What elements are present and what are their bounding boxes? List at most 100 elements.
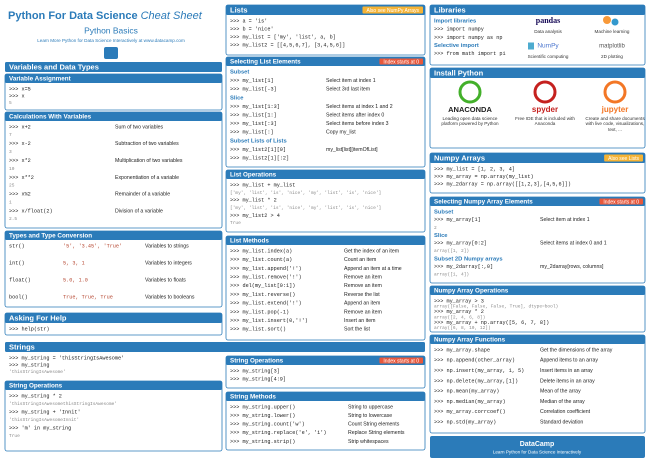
code-line: >>> my_list.index(a): [230, 248, 292, 254]
panel-title: Numpy Array Operations: [434, 288, 509, 295]
code-line: >>> np.std(my_array): [434, 419, 496, 425]
description: Median of the array: [540, 399, 585, 405]
description: Append items to an array: [540, 358, 598, 364]
description: Select items after index 0: [326, 112, 384, 118]
description: Strip whitespaces: [348, 439, 389, 445]
panel-header: [5, 381, 222, 390]
panel-header: [430, 286, 645, 295]
note-badge: [362, 6, 423, 14]
tool-caption-box: Leading open data science platform power…: [441, 116, 499, 127]
description: Subtraction of two variables: [115, 141, 179, 147]
block-subtitle: Selective import: [434, 43, 479, 49]
description: Count String elements: [348, 422, 400, 428]
panel-title: Strings: [9, 342, 35, 351]
code-line: >>> my_string.strip(): [230, 439, 295, 445]
panel-title: String Methods: [230, 394, 276, 401]
tool-icon: [458, 80, 482, 104]
panel-note: Index starts at 0: [603, 199, 639, 205]
code-example: 5.0, 1.0: [63, 277, 88, 283]
description: Variables to strings: [145, 243, 189, 249]
code-line: >>> my_list2[1][0]: [230, 147, 286, 153]
code-line: >>> my_list = ['my', 'list', a, b]: [230, 34, 336, 40]
panel-header: [430, 153, 645, 163]
description: Select items at index 0 and 1: [540, 241, 607, 247]
footer-brand: DataCamp: [520, 441, 555, 448]
code-line: >>> my_array.shape: [434, 347, 490, 353]
panel-title: Types and Type Conversion: [9, 233, 92, 240]
code-line: >>> x: [9, 93, 25, 99]
description: Get the index of an item: [344, 248, 399, 254]
description: my_2darray[rows, columns]: [540, 264, 604, 270]
block-subtitle: Subset 2D Numpy arrays: [434, 256, 503, 262]
code-line: >>> my_string.replace('e', 'i'): [230, 430, 327, 436]
code-line: >>> np.append(other_array): [434, 358, 515, 364]
logo: [104, 47, 118, 59]
panel-note: Index starts at 0: [383, 358, 419, 364]
code-output: 25: [9, 183, 15, 189]
code-example: True, True, True: [63, 294, 113, 300]
code-line: >>> my_array.corrcoef(): [434, 409, 506, 415]
library-logo: NumPy: [537, 43, 559, 50]
code-line: >>> x-2: [9, 141, 31, 147]
code-output: 2: [434, 225, 437, 231]
sklearn-blue: [611, 18, 619, 26]
description: Standard deviation: [540, 419, 583, 425]
description: Exponentiation of a variable: [115, 175, 179, 181]
description: Sum of two variables: [115, 124, 164, 130]
code-output: True: [230, 220, 241, 226]
code-line: >>> np.mean(my_array): [434, 389, 499, 395]
description: Remove an item: [344, 274, 382, 280]
code-line: >>> x=5: [9, 86, 31, 92]
code-line: >>> my_list * 2: [230, 198, 277, 204]
tool-caption: Create and share documents with live cod…: [585, 116, 645, 132]
code-output: ['my', 'list', 'is', 'nice', 'my', 'list…: [230, 205, 381, 211]
code-line: >>> my_string = 'thisStringIsAwesome': [9, 355, 124, 361]
panel-note: Also see NumPy Arrays: [366, 8, 419, 14]
code-line: >>> my_2darray = np.array([[1,2,3],[4,5,…: [434, 182, 571, 188]
panel-header: [226, 57, 425, 66]
description: Count an item: [344, 257, 376, 263]
code-line: >>> np.insert(my_array, 1, 5): [434, 368, 524, 374]
title-emphasis: Cheat Sheet: [141, 10, 203, 22]
panel-header: [226, 236, 425, 245]
code-line: int(): [9, 260, 25, 266]
panel-note: Index starts at 0: [383, 59, 419, 65]
code-line: >>> my_list.reverse(): [230, 292, 295, 298]
code-line: >>> my_list[:]: [230, 130, 274, 136]
code-line: >>> my_list.extend('!'): [230, 301, 302, 307]
sklearn-orange: [603, 16, 611, 24]
code-line: >>> my_string: [9, 362, 49, 368]
code-line: >>> np.delete(my_array,[1]): [434, 378, 518, 384]
code-line: >>> my_string[4:9]: [230, 376, 286, 382]
code-line: >>> my_list.append('!'): [230, 266, 302, 272]
code-example: '5', '3.45', 'True': [63, 243, 122, 249]
note-badge: [379, 58, 423, 65]
panel-header: [5, 231, 222, 240]
panel-header: [5, 112, 222, 121]
tool-caption-box: Create and share documents with live cod…: [585, 116, 645, 132]
description: Insert items in an array: [540, 368, 593, 374]
code-line: >>> my_list[1:3]: [230, 104, 280, 110]
description: Division of a variable: [115, 208, 163, 214]
code-output: 2.5: [9, 216, 17, 222]
description: Replace String elements: [348, 430, 405, 436]
code-line: >>> my_array[1]: [434, 217, 481, 223]
code-output: True: [9, 433, 20, 439]
description: Remainder of a variable: [115, 192, 170, 198]
code-output: 'thisStringIsAwesomeInnit': [9, 417, 79, 423]
library-caption: Machine learning: [595, 29, 630, 34]
tool-icon: [533, 80, 557, 104]
code-line: >>> from math import pi: [434, 51, 506, 57]
code-line: bool(): [9, 294, 28, 300]
code-line: >>> my_list[1]: [230, 78, 274, 84]
tool-caption: Leading open data science platform power…: [441, 116, 499, 127]
panel-note: Also see Lists: [608, 156, 639, 162]
description: Select items before index 3: [326, 121, 389, 127]
block-subtitle: Subset: [230, 70, 249, 76]
panel-title: Selecting List Elements: [230, 59, 301, 66]
code-line: >>> my_list[-3]: [230, 87, 277, 93]
description: Insert an item: [344, 318, 375, 324]
code-line: >>> import numpy as np: [434, 35, 503, 41]
